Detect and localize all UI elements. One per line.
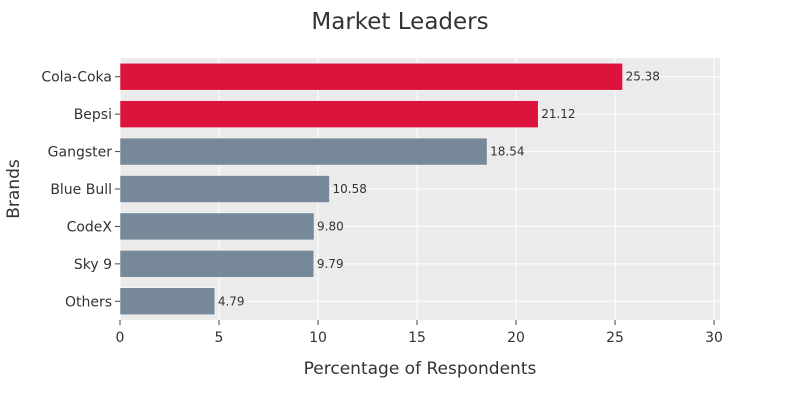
x-tick-label: 20	[507, 330, 525, 346]
y-axis-title: Brands	[4, 159, 24, 219]
bars	[119, 62, 623, 316]
bar-codex	[119, 212, 315, 241]
bar-value-label: 21.12	[541, 107, 575, 121]
y-tick-label: Bepsi	[74, 107, 112, 123]
x-axis-ticks: 0 5 10 15 20 25 30	[116, 320, 723, 346]
bar-value-label: 25.38	[626, 70, 660, 84]
x-tick-label: 10	[309, 330, 327, 346]
x-tick-label: 15	[408, 330, 426, 346]
y-tick-label: Gangster	[48, 145, 113, 161]
bar-value-label: 4.79	[218, 294, 245, 308]
bar-bepsi	[119, 100, 539, 128]
bar-value-label: 10.58	[333, 182, 367, 196]
bar-sky-9	[119, 250, 315, 278]
bar-value-label: 18.54	[490, 145, 524, 159]
bar-blue-bull	[119, 175, 330, 203]
x-tick-label: 5	[215, 330, 224, 346]
x-tick-label: 0	[116, 330, 125, 346]
bar-value-label: 9.80	[317, 219, 344, 233]
x-axis-title: Percentage of Respondents	[304, 359, 537, 379]
bar-cola-coka	[119, 62, 623, 91]
bar-value-label: 9.79	[317, 257, 344, 271]
bar-others	[119, 287, 216, 316]
bar-gangster	[119, 137, 488, 166]
x-tick-label: 30	[705, 330, 723, 346]
y-tick-label: Cola-Coka	[41, 70, 112, 86]
y-axis-ticks: Cola-Coka Bepsi Gangster Blue Bull CodeX Sky …	[41, 70, 120, 310]
y-tick-label: Blue Bull	[50, 182, 112, 198]
y-tick-label: CodeX	[67, 219, 113, 235]
value-labels: 25.38 21.12 18.54 10.58 9.80 9.79 4.79	[218, 70, 660, 309]
y-tick-label: Sky 9	[74, 257, 112, 273]
chart-title: Market Leaders	[311, 9, 488, 35]
x-tick-label: 25	[606, 330, 624, 346]
y-tick-label: Others	[65, 294, 112, 310]
